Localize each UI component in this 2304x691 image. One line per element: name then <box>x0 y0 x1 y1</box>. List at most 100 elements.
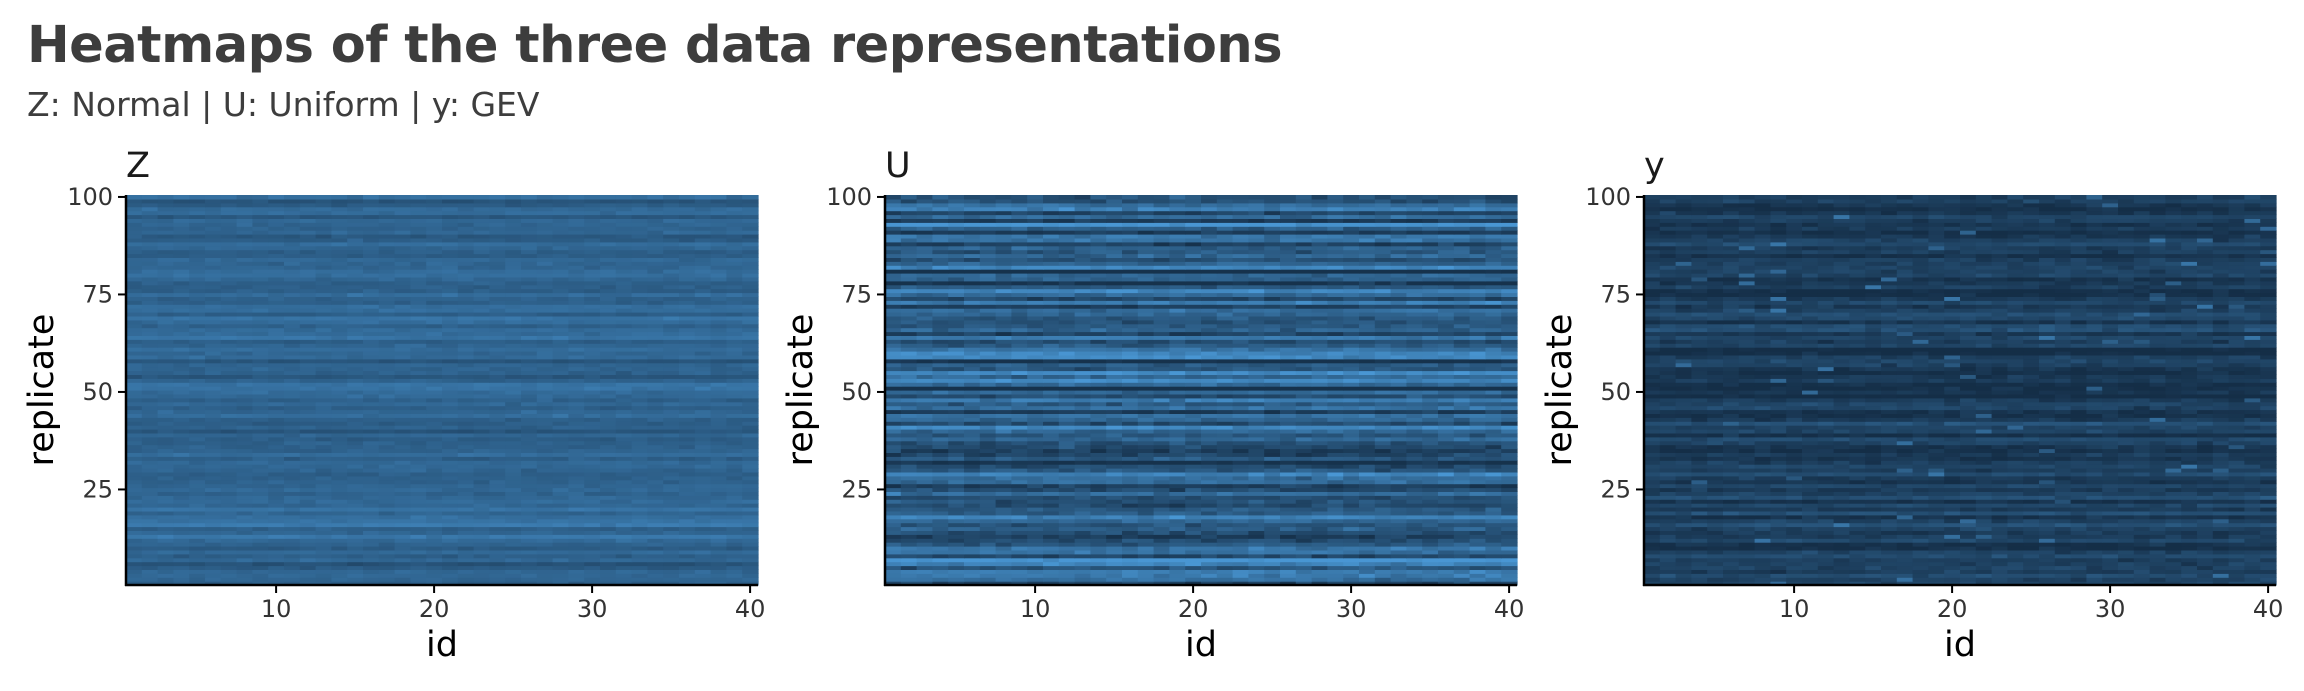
heatmap-cell <box>268 557 285 563</box>
heatmap-cell <box>426 276 443 282</box>
heatmap-cell <box>505 280 522 286</box>
heatmap-cell <box>1043 569 1060 574</box>
heatmap-cell <box>157 304 174 309</box>
heatmap-cell <box>378 249 396 255</box>
heatmap-cell <box>1295 569 1313 574</box>
heatmap-cell <box>1295 514 1313 520</box>
heatmap-cell <box>173 499 190 504</box>
heatmap-cell <box>141 308 159 313</box>
heatmap-cell <box>173 487 190 492</box>
heatmap-cell <box>964 565 981 570</box>
heatmap-cell <box>663 440 680 446</box>
heatmap-cell <box>141 319 159 325</box>
heatmap-cell <box>410 429 427 434</box>
heatmap-cell <box>631 491 648 496</box>
heatmap-cell <box>205 432 222 438</box>
heatmap-cell <box>710 569 727 574</box>
heatmap-cell <box>995 507 1012 512</box>
heatmap-cell <box>141 546 159 551</box>
heatmap-cell <box>236 331 253 336</box>
heatmap-cell <box>1248 565 1265 570</box>
heatmap-cell <box>141 401 159 407</box>
heatmap-cell <box>126 218 143 223</box>
heatmap-cell <box>552 284 569 290</box>
heatmap-cell <box>726 440 743 446</box>
heatmap-cell <box>189 304 206 309</box>
heatmap-cell <box>584 234 601 239</box>
heatmap-cell <box>552 538 569 543</box>
heatmap-cell <box>505 226 522 231</box>
heatmap-cell <box>536 195 554 200</box>
heatmap-cell <box>157 397 174 403</box>
heatmap-cell <box>252 226 269 231</box>
heatmap-cell <box>679 553 696 559</box>
heatmap-cell <box>363 546 380 551</box>
heatmap-cell <box>679 370 696 375</box>
heatmap-cell <box>536 296 554 301</box>
heatmap-cell <box>141 495 159 500</box>
heatmap-cell <box>505 312 522 317</box>
heatmap-cell <box>205 214 222 219</box>
heatmap-cell <box>442 522 459 528</box>
heatmap-cell <box>726 456 743 461</box>
heatmap-cell <box>615 432 633 438</box>
heatmap-cell <box>568 206 585 212</box>
heatmap-cell <box>220 378 238 383</box>
heatmap-cell <box>647 471 664 477</box>
heatmap-cell <box>394 319 411 325</box>
heatmap-cell <box>426 245 443 251</box>
heatmap-cell <box>268 534 285 539</box>
heatmap-cell <box>189 354 206 360</box>
heatmap-cell <box>1438 538 1455 543</box>
heatmap-cell <box>473 542 490 547</box>
heatmap-cell <box>157 284 174 290</box>
heatmap-cell <box>710 366 727 372</box>
heatmap-cell <box>347 526 364 531</box>
heatmap-cell <box>694 530 712 535</box>
heatmap-cell <box>1469 518 1486 524</box>
heatmap-cell <box>694 362 712 368</box>
heatmap-cell <box>426 218 443 223</box>
heatmap-cell <box>347 354 364 360</box>
heatmap-cell <box>600 483 617 489</box>
heatmap-cell <box>457 526 475 531</box>
heatmap-cell <box>1216 522 1234 528</box>
heatmap-cell <box>679 464 696 469</box>
heatmap-cell <box>442 542 459 547</box>
heatmap-cell <box>410 553 427 559</box>
heatmap-cell <box>1122 526 1139 531</box>
heatmap-cell <box>1027 522 1044 528</box>
heatmap-cell <box>394 460 411 465</box>
heatmap-cell <box>284 354 301 360</box>
heatmap-cell <box>1390 573 1407 578</box>
heatmap-cell <box>615 413 633 418</box>
heatmap-cell <box>489 456 506 461</box>
heatmap-cell <box>347 530 364 535</box>
heatmap-cell <box>252 308 269 313</box>
heatmap-cell <box>173 284 190 290</box>
heatmap-cell <box>742 358 759 364</box>
heatmap-cell <box>489 577 506 582</box>
heatmap-cell <box>521 343 538 348</box>
heatmap-cell <box>331 249 348 255</box>
heatmap-cell <box>141 534 159 539</box>
heatmap-cell <box>663 436 680 442</box>
heatmap-cell <box>742 319 759 325</box>
heatmap-cell <box>442 300 459 305</box>
heatmap-cell <box>600 226 617 231</box>
heatmap-cell <box>315 296 332 301</box>
heatmap-cell <box>710 234 727 239</box>
heatmap-cell <box>331 561 348 567</box>
heatmap-cell <box>205 237 222 243</box>
heatmap-cell <box>141 296 159 301</box>
heatmap-cell <box>647 581 664 586</box>
heatmap-cell <box>505 378 522 383</box>
heatmap-cell <box>647 452 664 457</box>
heatmap-cell <box>315 546 332 551</box>
heatmap-cell <box>694 409 712 414</box>
heatmap-cell <box>157 300 174 305</box>
heatmap-cell <box>426 390 443 395</box>
heatmap-cell <box>1137 491 1155 496</box>
heatmap-cell <box>600 542 617 547</box>
heatmap-cell <box>1248 530 1265 535</box>
